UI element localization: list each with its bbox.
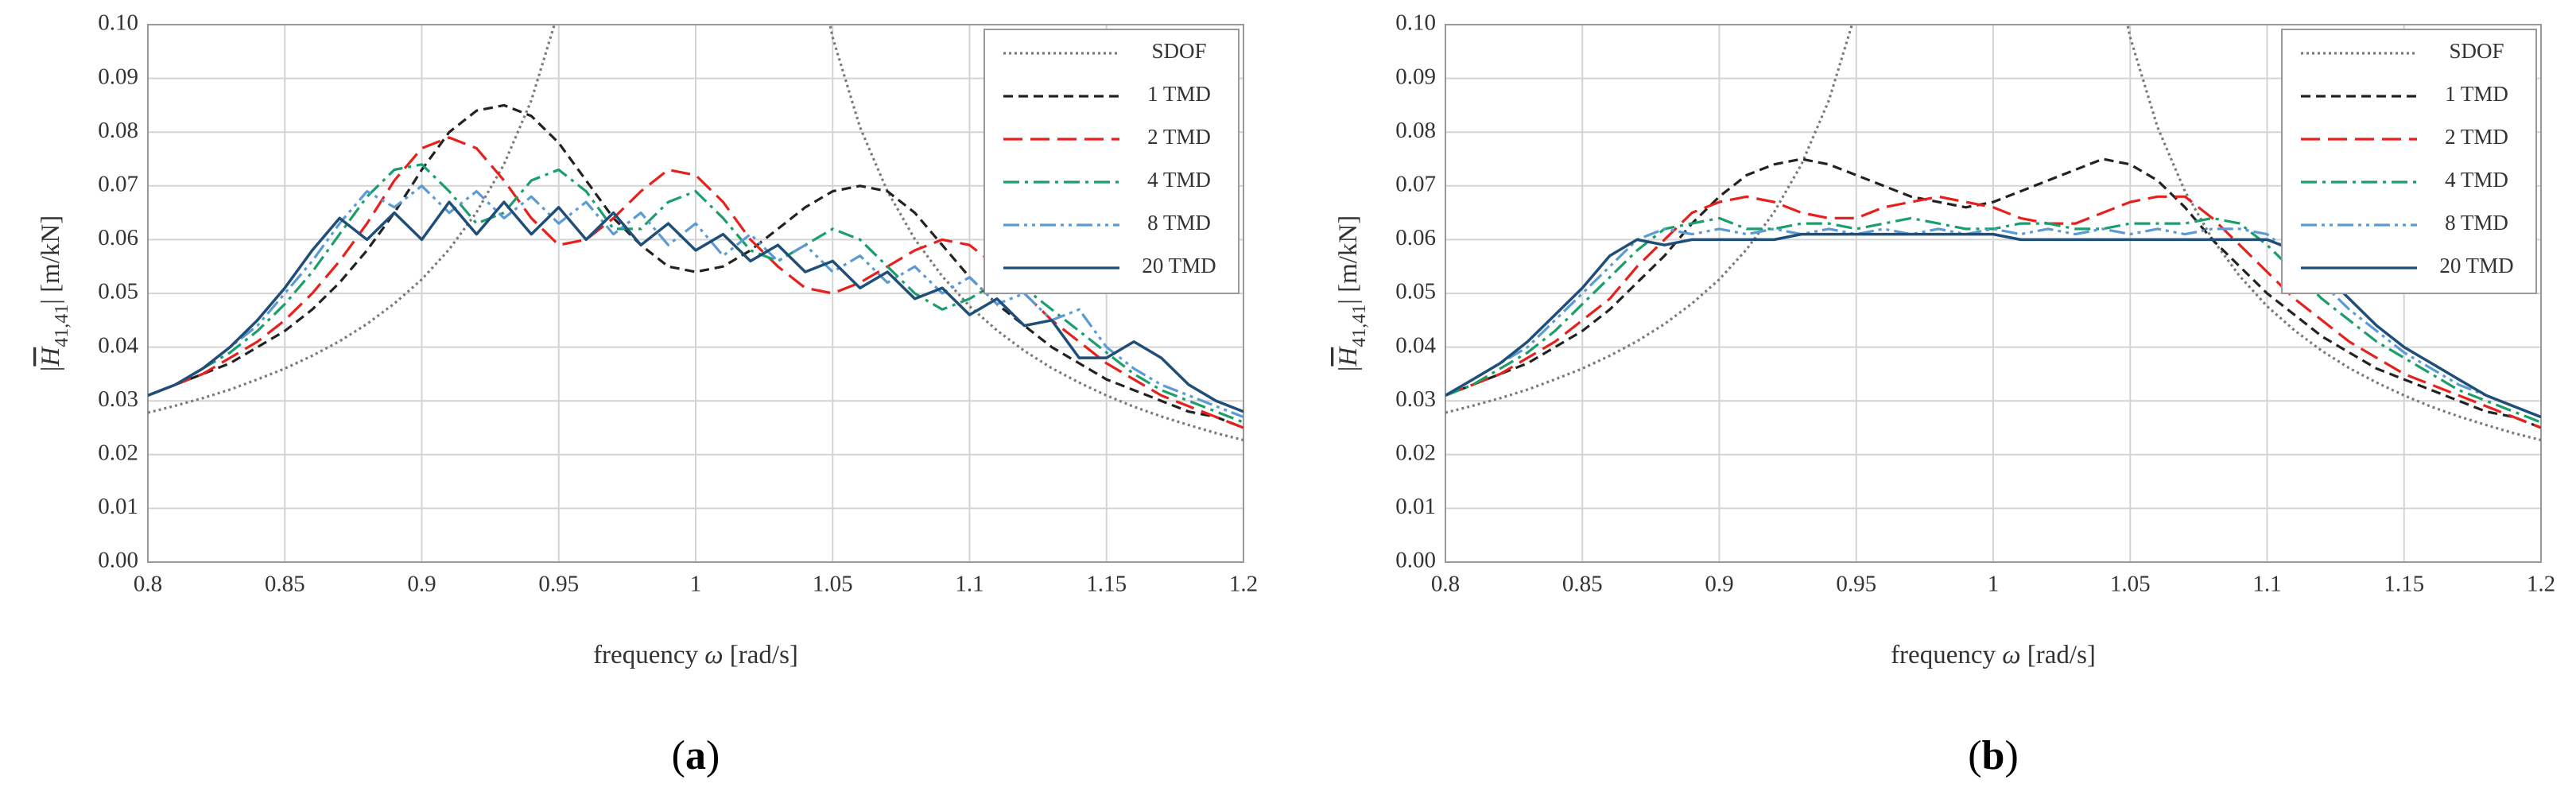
x-axis-label-part: [rad/s] [724, 641, 798, 669]
series-line [148, 25, 1243, 442]
y-tick-label: 0.04 [1395, 332, 1436, 358]
legend-box [983, 29, 1240, 294]
x-tick-label: 0.8 [1431, 572, 1460, 597]
x-tick-label: 0.9 [1705, 572, 1733, 597]
y-tick-label: 0.08 [98, 118, 138, 143]
x-axis-label-part: frequency [593, 641, 704, 669]
panel-label: (b) [1968, 733, 2019, 778]
panel-label-part: ( [672, 733, 685, 778]
legend-label: 20 TMD [2439, 254, 2513, 277]
x-axis-label: frequency ω [rad/s] [593, 641, 798, 669]
x-tick-label: 0.9 [407, 572, 436, 597]
series-line [148, 136, 1243, 429]
x-axis-label-part: frequency [1891, 641, 2002, 669]
series-line [148, 163, 1243, 424]
y-tick-label: 0.09 [1395, 64, 1436, 89]
panel-label: (a) [672, 733, 720, 778]
y-tick-label: 0.10 [98, 10, 138, 36]
legend-label: 1 TMD [1147, 82, 1211, 106]
series-line [1445, 25, 2541, 442]
y-axis-label: |H41,41| [m/kN] [1334, 215, 1370, 371]
y-tick-label: 0.01 [1395, 494, 1436, 519]
y-tick-label: 0.04 [98, 332, 138, 358]
y-axis-label: |H41,41| [m/kN] [37, 215, 72, 371]
y-tick-label: 0.09 [98, 64, 138, 89]
y-axis-label-part: | [1334, 367, 1363, 372]
series-line [148, 200, 1243, 413]
x-tick-label: 0.95 [1836, 572, 1876, 597]
x-tick-label: 1.1 [2252, 572, 2281, 597]
x-tick-label: 1.05 [813, 572, 853, 597]
series-line [1445, 232, 2541, 419]
y-axis-label-part: | [m/kN] [37, 215, 65, 305]
y-tick-label: 0.07 [98, 171, 138, 196]
x-tick-label: 0.85 [1562, 572, 1603, 597]
y-tick-label: 0.07 [1395, 171, 1436, 196]
series-line [148, 184, 1243, 418]
legend-box [2281, 29, 2537, 294]
legend-label: 8 TMD [2445, 211, 2508, 235]
y-axis-label-part: H [37, 346, 65, 367]
x-tick-label: 0.8 [134, 572, 162, 597]
x-axis-label-part: [rad/s] [2021, 641, 2096, 669]
x-axis-label-part: ω [704, 641, 723, 669]
y-tick-label: 0.02 [1395, 440, 1436, 465]
y-tick-label: 0.02 [98, 440, 138, 465]
x-tick-label: 1.05 [2110, 572, 2151, 597]
x-axis-label: frequency ω [rad/s] [1891, 641, 2096, 669]
y-axis-label-part: 41,41 [1349, 305, 1370, 347]
y-tick-label: 0.05 [1395, 279, 1436, 305]
x-tick-label: 1 [1988, 572, 2000, 597]
x-tick-label: 1.15 [1086, 572, 1127, 597]
x-tick-label: 0.95 [538, 572, 579, 597]
legend-label: SDOF [1151, 39, 1206, 63]
y-tick-label: 0.00 [1395, 548, 1436, 573]
y-tick-label: 0.10 [1395, 10, 1436, 36]
panel-label-part: a [685, 733, 706, 778]
x-tick-label: 1.2 [2527, 572, 2555, 597]
y-axis-label-part: | [m/kN] [1334, 215, 1363, 305]
panel-label-part: ( [1968, 733, 1981, 778]
series-line [1445, 157, 2541, 429]
plot-border [147, 24, 1244, 563]
x-tick-label: 1.1 [955, 572, 983, 597]
x-tick-label: 1.15 [2384, 572, 2424, 597]
y-axis-label-part: 41,41 [52, 305, 72, 347]
panel-label-part: ) [2004, 733, 2018, 778]
series-line [1445, 195, 2541, 429]
y-tick-label: 0.03 [1395, 386, 1436, 412]
legend-label: SDOF [2449, 39, 2504, 63]
panel-label-part: b [1982, 733, 2005, 778]
y-tick-label: 0.03 [98, 386, 138, 412]
y-axis-label-part: | [37, 367, 65, 372]
series-line [148, 103, 1243, 429]
y-tick-label: 0.00 [98, 548, 138, 573]
x-axis-label-part: ω [2002, 641, 2020, 669]
plot-border [1445, 24, 2542, 563]
panel-label-part: ) [706, 733, 720, 778]
x-tick-label: 1 [690, 572, 702, 597]
y-tick-label: 0.01 [98, 494, 138, 519]
legend-label: 2 TMD [2445, 125, 2508, 149]
x-tick-label: 0.85 [265, 572, 305, 597]
lines [148, 25, 1243, 442]
legend-label: 4 TMD [2445, 168, 2508, 192]
series-line [1445, 216, 2541, 424]
x-tick-label: 1.2 [1229, 572, 1258, 597]
y-axis-label-part: H [1334, 346, 1363, 367]
y-tick-label: 0.05 [98, 279, 138, 305]
legend-label: 2 TMD [1147, 125, 1211, 149]
y-tick-label: 0.08 [1395, 118, 1436, 143]
legend-label: 4 TMD [1147, 168, 1211, 192]
legend-label: 1 TMD [2445, 82, 2508, 106]
y-tick-label: 0.06 [1395, 225, 1436, 250]
lines [1445, 25, 2541, 442]
legend-label: 20 TMD [1142, 254, 1216, 277]
legend-label: 8 TMD [1147, 211, 1211, 235]
y-tick-label: 0.06 [98, 225, 138, 250]
